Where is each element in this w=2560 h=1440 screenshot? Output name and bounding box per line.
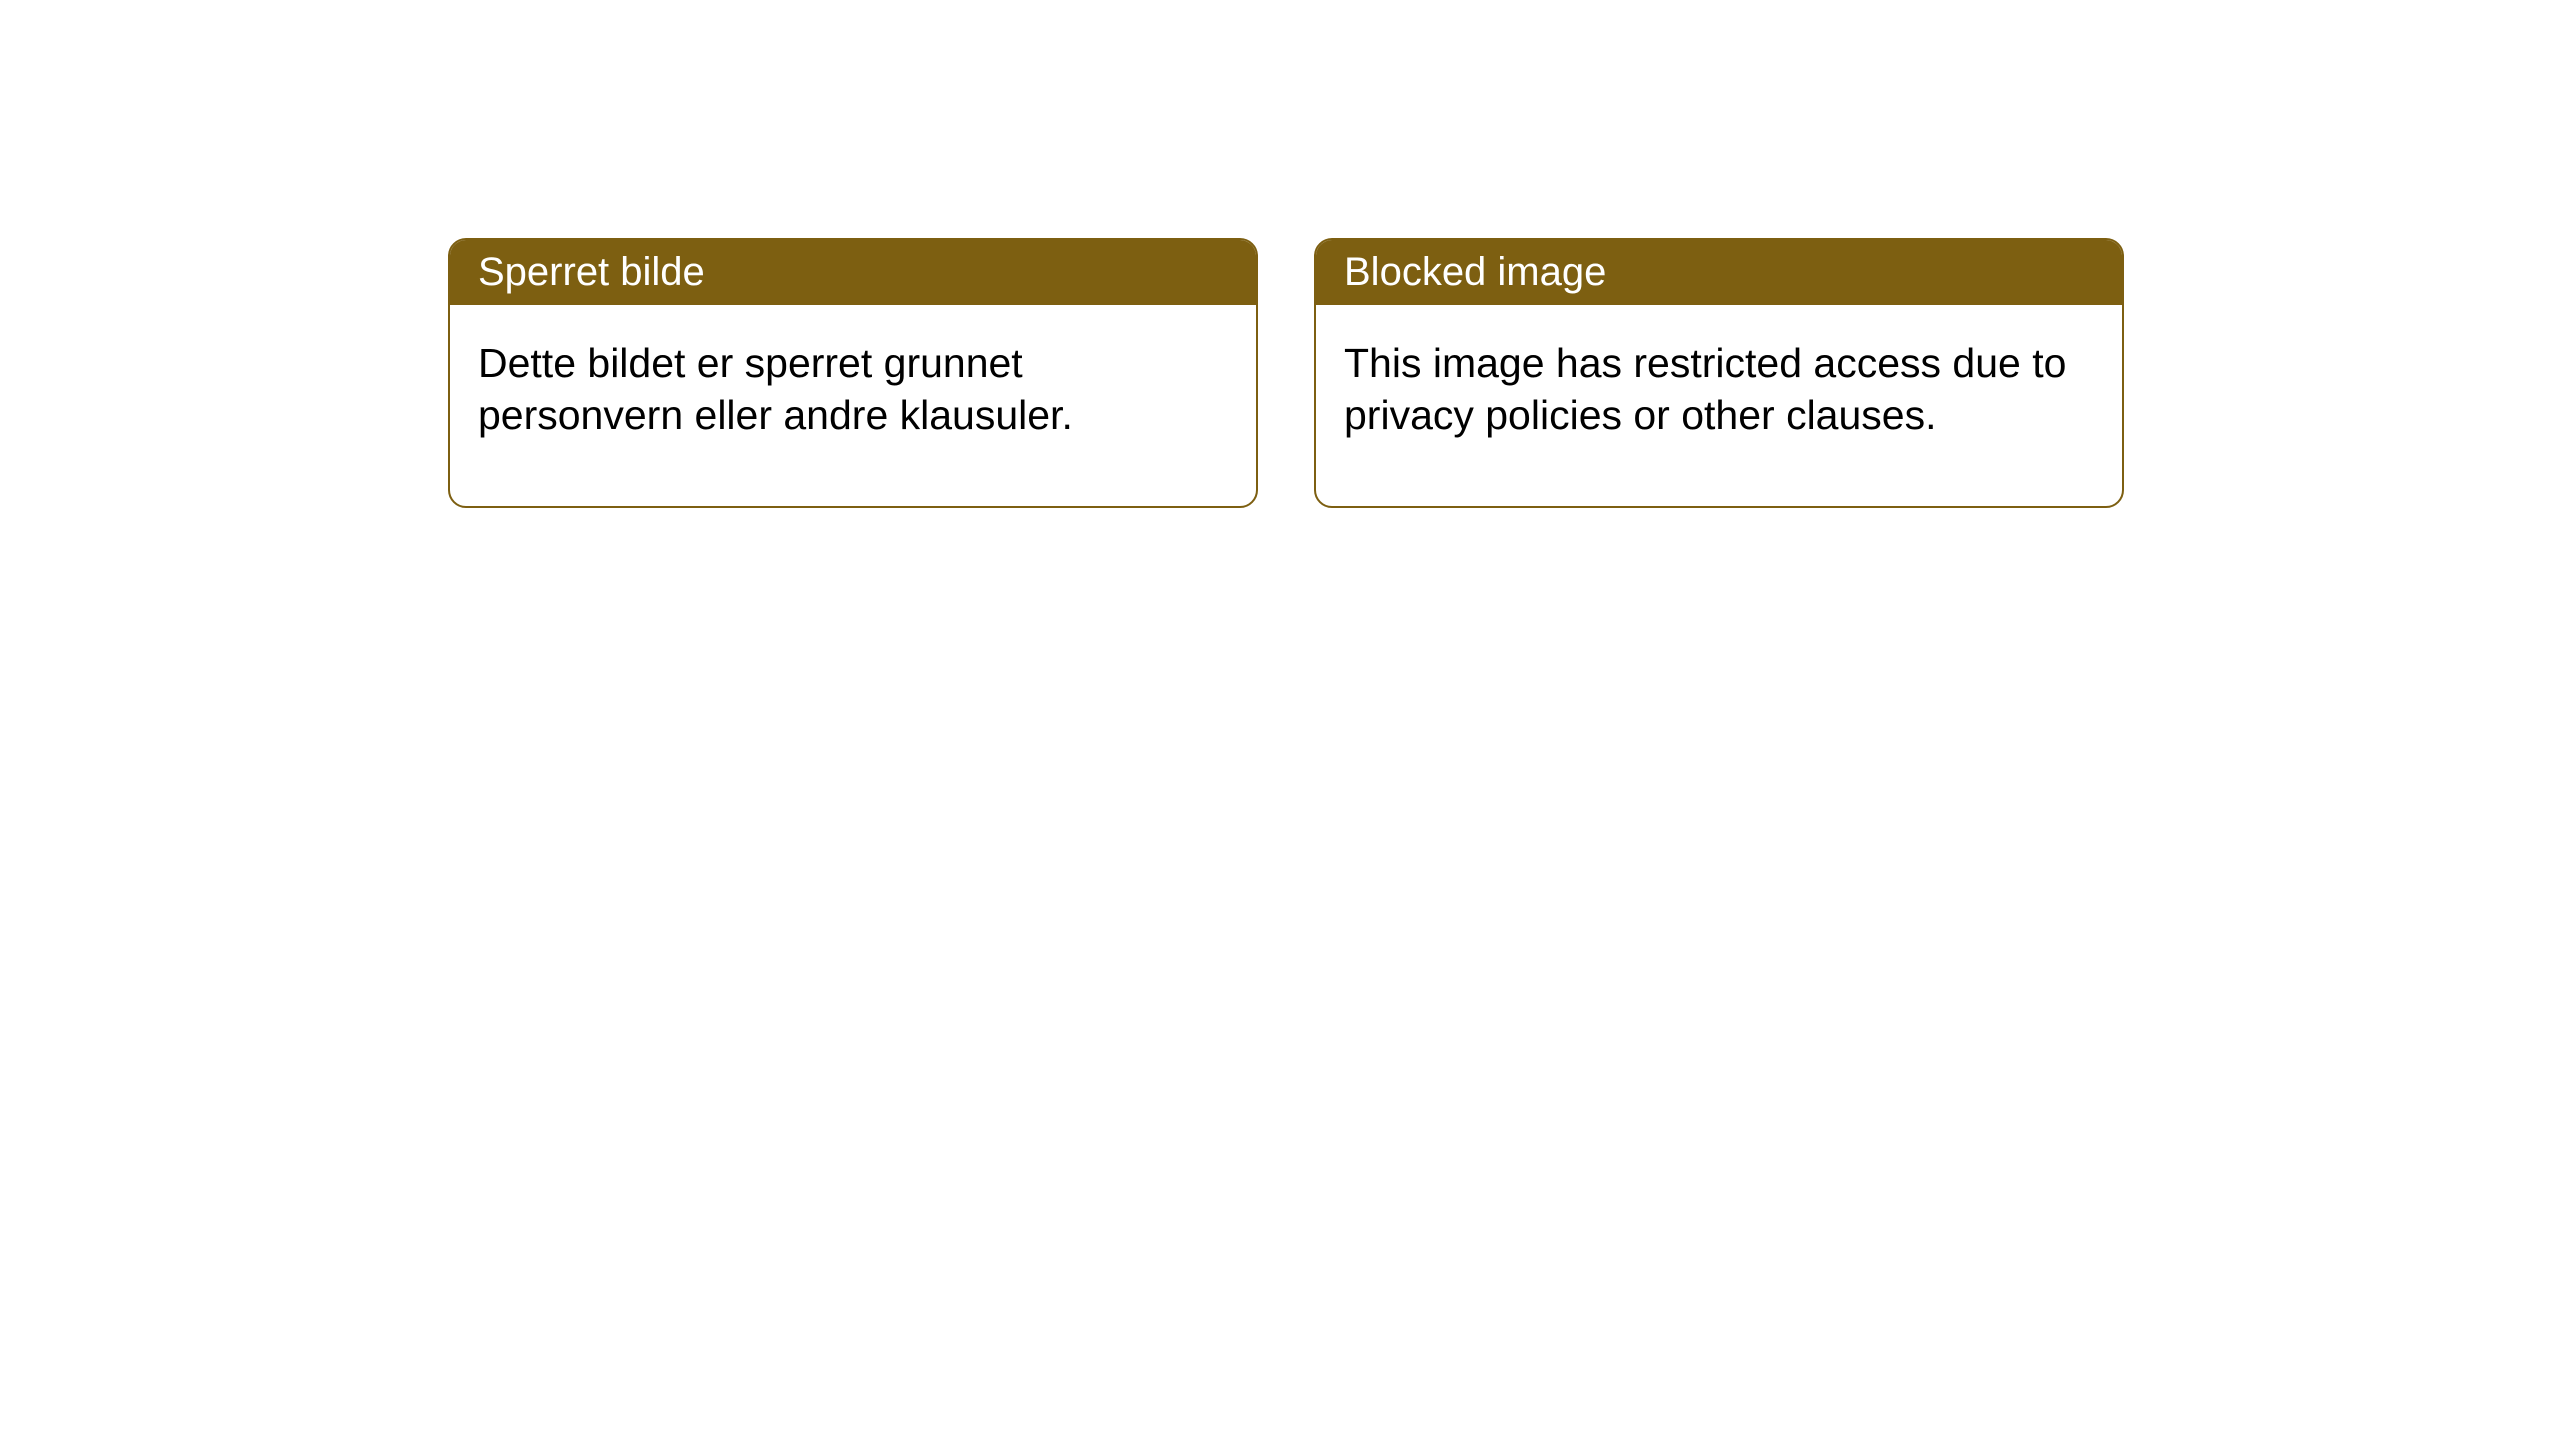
notice-card-norwegian: Sperret bilde Dette bildet er sperret gr… xyxy=(448,238,1258,508)
notice-message-english: This image has restricted access due to … xyxy=(1316,305,2122,506)
notice-card-english: Blocked image This image has restricted … xyxy=(1314,238,2124,508)
notice-message-norwegian: Dette bildet er sperret grunnet personve… xyxy=(450,305,1256,506)
notice-title-norwegian: Sperret bilde xyxy=(450,240,1256,305)
notice-title-english: Blocked image xyxy=(1316,240,2122,305)
notice-container: Sperret bilde Dette bildet er sperret gr… xyxy=(0,0,2560,508)
